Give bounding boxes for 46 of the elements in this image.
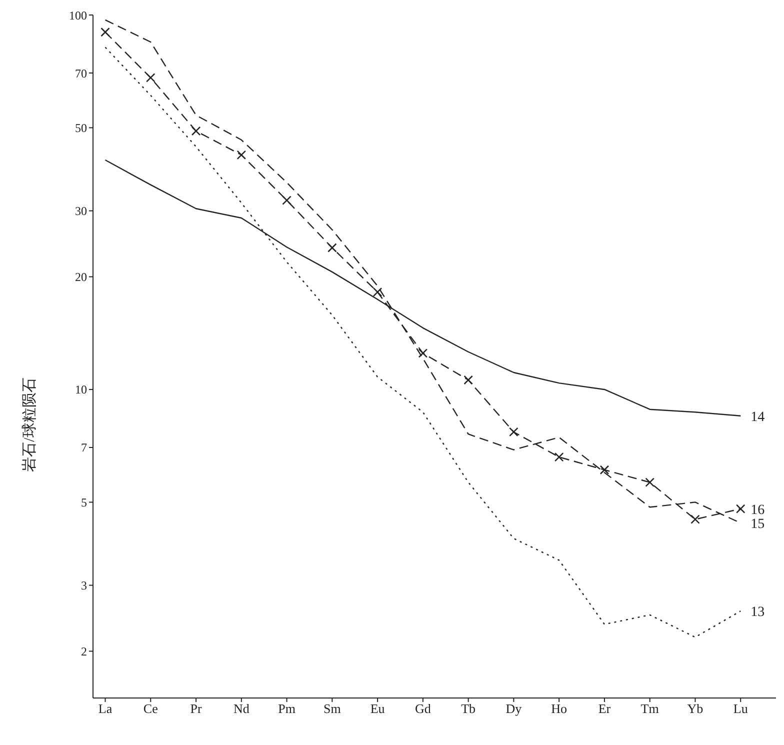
point <box>645 478 654 487</box>
point <box>146 73 156 82</box>
x-tick-label: Lu <box>733 701 748 716</box>
x-tick-label: La <box>98 701 112 716</box>
y-tick-label: 7 <box>81 440 87 455</box>
x-tick-label: Ho <box>551 701 568 716</box>
y-tick-label: 3 <box>81 578 87 593</box>
x-tick-label: Er <box>598 701 612 716</box>
point <box>600 465 610 475</box>
x-tick-label: Gd <box>414 701 432 716</box>
x-tick-label: Yb <box>687 701 704 716</box>
series-label: 14 <box>750 410 765 425</box>
y-tick-label: 50 <box>75 120 87 135</box>
x-tick-label: Pr <box>190 701 202 716</box>
x-tick-label: Dy <box>506 701 522 716</box>
y-tick-label: 100 <box>69 8 87 22</box>
y-tick-label: 20 <box>75 270 87 284</box>
y-tick-label: 70 <box>75 66 87 80</box>
x-tick-label: Pm <box>278 701 296 716</box>
y-tick-label: 10 <box>75 382 87 397</box>
y-axis-title: 岩石/球粒陨石 <box>21 378 38 472</box>
point <box>328 243 337 252</box>
series-label: 13 <box>750 605 765 620</box>
x-tick-label: Tb <box>461 701 476 716</box>
x-tick-label: Tm <box>640 701 659 716</box>
series-label: 16 <box>750 502 765 518</box>
x-tick-label: Nd <box>233 701 250 716</box>
line-series <box>104 46 742 638</box>
y-tick-label: 5 <box>81 495 87 510</box>
series-label: 15 <box>750 516 765 532</box>
point <box>372 287 382 297</box>
point <box>282 196 292 205</box>
y-tick-label: 2 <box>81 644 87 658</box>
point <box>191 126 201 136</box>
x-tick-label: Sm <box>323 701 341 716</box>
point <box>236 150 246 160</box>
point <box>554 452 564 462</box>
y-tick-label: 30 <box>75 204 87 218</box>
point <box>418 348 428 358</box>
x-tick-label: Eu <box>370 701 386 716</box>
point <box>690 514 700 524</box>
x-tick-label: Ce <box>143 701 158 716</box>
point <box>509 427 518 437</box>
point <box>736 504 746 514</box>
point <box>464 375 473 385</box>
point <box>100 27 110 37</box>
